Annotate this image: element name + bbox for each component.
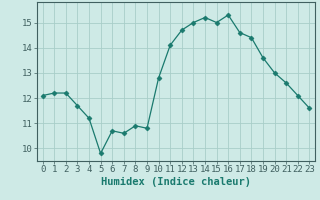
X-axis label: Humidex (Indice chaleur): Humidex (Indice chaleur)	[101, 177, 251, 187]
